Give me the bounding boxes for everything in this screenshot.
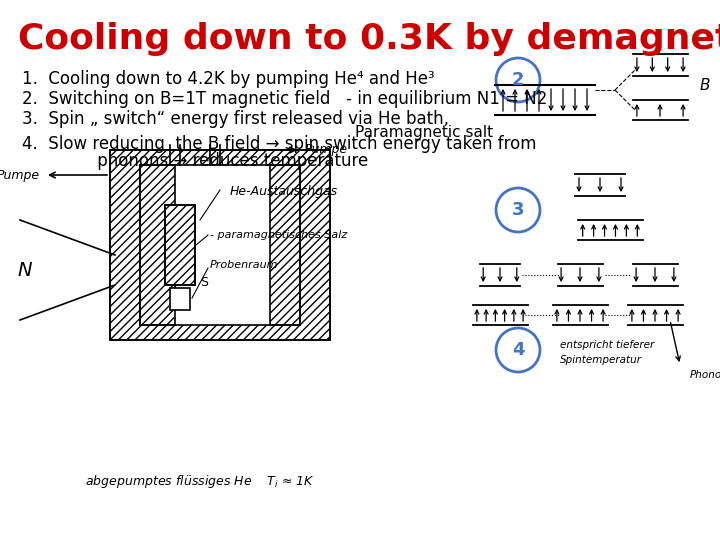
Text: Phononen: Phononen: [690, 370, 720, 380]
Text: entspricht tieferer: entspricht tieferer: [560, 340, 654, 350]
Bar: [140, 165, 300, 325]
Text: 2.  Switching on B=1T magnetic field   - in equilibrium N1 = N2: 2. Switching on B=1T magnetic field - in…: [22, 90, 547, 108]
Bar: [165, 205, 195, 285]
Bar: [110, 150, 330, 340]
Text: Probenraum: Probenraum: [210, 260, 279, 270]
Text: S: S: [200, 275, 208, 288]
Text: 2: 2: [512, 71, 524, 89]
Text: 4: 4: [512, 341, 524, 359]
Text: 3.  Spin „ switch“ energy first released via He bath,: 3. Spin „ switch“ energy first released …: [22, 110, 449, 128]
Text: He-Austauschgas: He-Austauschgas: [230, 185, 338, 198]
Text: - paramagnetisches Salz: - paramagnetisches Salz: [210, 230, 347, 240]
Text: Paramagnetic salt: Paramagnetic salt: [355, 125, 493, 140]
Text: Pumpe: Pumpe: [0, 168, 40, 181]
Bar: [140, 165, 175, 325]
Bar: [165, 205, 195, 285]
Text: phonons → reduces temperature: phonons → reduces temperature: [50, 152, 368, 170]
Text: Pumpe: Pumpe: [305, 144, 348, 157]
Text: B: B: [700, 78, 711, 92]
Text: 1.  Cooling down to 4.2K by pumping He⁴ and He³: 1. Cooling down to 4.2K by pumping He⁴ a…: [22, 70, 435, 88]
Bar: [170, 288, 190, 310]
Text: 3: 3: [512, 201, 524, 219]
Text: Cooling down to 0.3K by demagnetization: Cooling down to 0.3K by demagnetization: [18, 22, 720, 56]
Bar: [110, 150, 330, 340]
Bar: [270, 165, 300, 325]
Text: 4.  Slow reducing  the B field → spin switch energy taken from: 4. Slow reducing the B field → spin swit…: [22, 135, 536, 153]
Text: N: N: [18, 260, 32, 280]
Text: Spintemperatur: Spintemperatur: [560, 355, 642, 365]
Text: abgepumptes flüssiges He    $T_i$ ≈ 1K: abgepumptes flüssiges He $T_i$ ≈ 1K: [85, 473, 315, 490]
